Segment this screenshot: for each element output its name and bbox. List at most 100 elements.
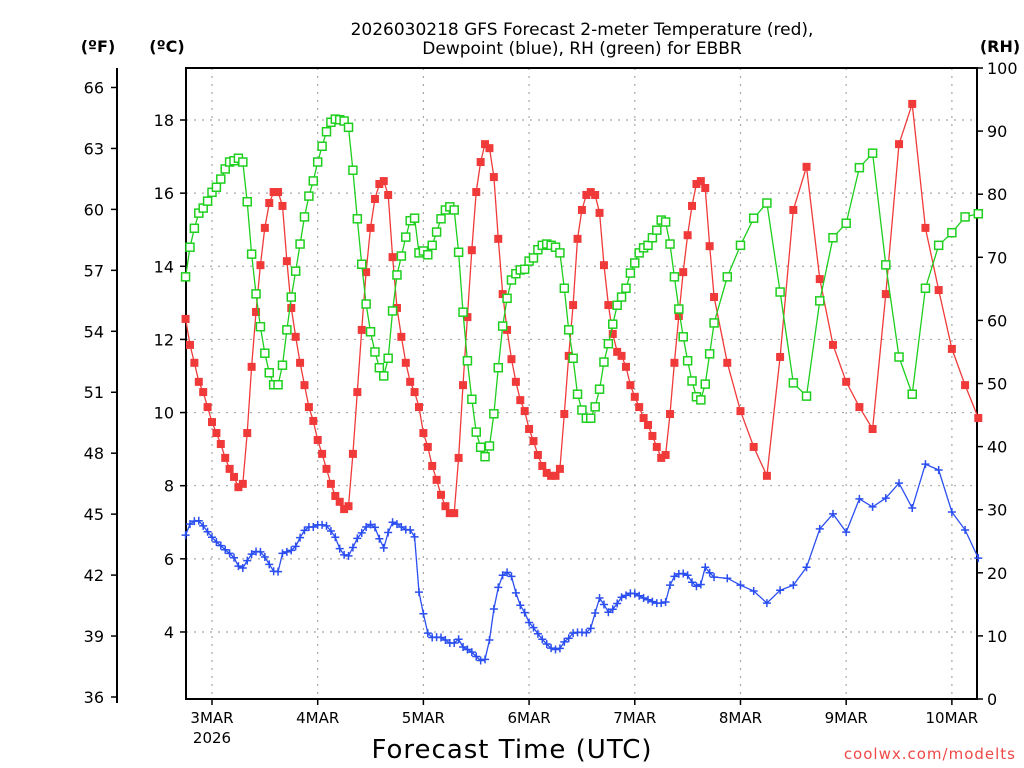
temperature-point xyxy=(199,388,208,397)
rh-point xyxy=(352,214,363,224)
dewpoint-point xyxy=(467,648,476,657)
temperature-point xyxy=(630,392,639,401)
temperature-point xyxy=(586,188,595,197)
rh-point xyxy=(458,307,468,317)
temperature-point xyxy=(208,418,216,427)
dewpoint-point xyxy=(344,551,353,560)
rh-point xyxy=(282,325,292,335)
rh-point xyxy=(960,212,970,222)
rh-point xyxy=(409,213,420,223)
dewpoint-point xyxy=(560,637,569,646)
temperature-point xyxy=(291,332,300,341)
fahrenheit-tick-label: 57 xyxy=(84,261,104,280)
fahrenheit-tick-label: 45 xyxy=(84,505,104,524)
temperature-point xyxy=(265,199,274,208)
rh-point xyxy=(652,225,662,235)
temperature-point xyxy=(384,190,393,199)
rh-point xyxy=(502,293,512,304)
temperature-point xyxy=(366,223,375,232)
dewpoint-point xyxy=(661,597,670,606)
chart-title-line-1: 2026030218 GFS Forecast 2-meter Temperat… xyxy=(351,20,814,40)
temperature-point xyxy=(639,414,648,423)
rh-unit-label: (RH) xyxy=(980,37,1020,56)
time-tick-label: 4MAR xyxy=(296,709,339,727)
temperature-point xyxy=(274,188,283,197)
dewpoint-point xyxy=(476,656,485,665)
dewpoint-point xyxy=(555,644,564,653)
dewpoint-point xyxy=(221,545,230,554)
dewpoint-point xyxy=(538,635,547,644)
dewpoint-point xyxy=(723,574,732,583)
temperature-point xyxy=(414,403,423,412)
dewpoint-point xyxy=(529,623,538,632)
dewpoint-point xyxy=(216,541,225,550)
rh-point xyxy=(748,213,759,223)
dewpoint-point xyxy=(441,636,450,645)
temperature-point xyxy=(705,242,714,251)
rh-point xyxy=(519,264,530,275)
dewpoint-point xyxy=(278,549,287,558)
temperature-point xyxy=(516,396,525,405)
temperature-point xyxy=(454,453,463,462)
temperature-point xyxy=(489,173,498,182)
dewpoint-point xyxy=(309,523,318,532)
rh-point xyxy=(775,287,785,297)
dewpoint-point xyxy=(414,588,423,597)
rh-point xyxy=(453,247,464,258)
dewpoint-point xyxy=(736,581,745,590)
dewpoint-point xyxy=(485,636,494,645)
temperature-point xyxy=(573,234,582,243)
rh-point xyxy=(612,300,622,311)
dewpoint-point xyxy=(613,599,622,608)
dewpoint-point xyxy=(842,528,851,537)
temperature-point xyxy=(437,490,446,499)
dewpoint-point xyxy=(379,543,388,552)
temperature-point xyxy=(908,99,917,108)
time-tick-label: 10MAR xyxy=(926,709,979,727)
time-tick-label: 7MAR xyxy=(613,709,656,727)
dewpoint-point xyxy=(630,589,639,598)
dewpoint-point xyxy=(326,527,335,536)
rh-point xyxy=(365,327,376,337)
dewpoint-point xyxy=(463,645,472,654)
temperature-point xyxy=(692,179,701,188)
fahrenheit-tick-label: 48 xyxy=(84,444,104,463)
temperature-point xyxy=(934,286,943,295)
rh-point xyxy=(559,283,570,293)
dewpoint-point xyxy=(238,563,247,572)
rh-tick-label: 100 xyxy=(987,59,1018,78)
fahrenheit-tick-label: 66 xyxy=(84,78,104,97)
temperature-point xyxy=(701,184,710,193)
rh-point xyxy=(599,357,609,367)
temperature-point xyxy=(710,292,719,301)
temperature-point xyxy=(450,509,459,518)
temperature-point xyxy=(855,403,864,412)
rh-point xyxy=(973,209,984,219)
fahrenheit-tick-label: 60 xyxy=(84,200,104,219)
dewpoint-point xyxy=(692,582,701,591)
temperature-point xyxy=(661,450,670,459)
rh-point xyxy=(674,304,684,314)
rh-point xyxy=(678,332,688,342)
temperature-point xyxy=(287,303,296,312)
temperature-point xyxy=(472,188,481,197)
dewpoint-point xyxy=(208,533,216,542)
rh-point xyxy=(608,319,618,329)
dewpoint-point xyxy=(895,479,904,488)
dewpoint-point xyxy=(212,538,221,547)
temperature-point xyxy=(696,177,705,186)
dewpoint-point xyxy=(621,591,630,600)
rh-tick-label: 50 xyxy=(987,375,1007,394)
dewpoint-point xyxy=(296,533,305,542)
temperature-point xyxy=(344,502,353,511)
celsius-tick-label: 6 xyxy=(164,550,174,569)
rh-point xyxy=(594,384,605,394)
rh-point xyxy=(669,272,680,282)
dewpoint-point xyxy=(230,553,239,562)
dewpoint-point xyxy=(586,624,595,633)
rh-point xyxy=(216,174,226,184)
rh-point xyxy=(881,260,891,270)
temperature-point xyxy=(410,388,419,397)
temperature-point xyxy=(419,429,428,438)
temperature-point xyxy=(529,437,538,446)
